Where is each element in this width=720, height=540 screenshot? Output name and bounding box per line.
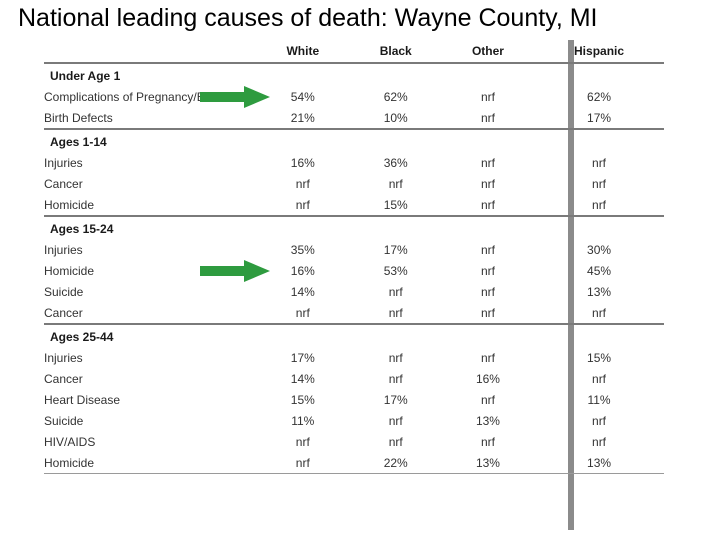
cell-value: 53% <box>350 260 442 281</box>
causes-table: White Black Other Hispanic Under Age 1Co… <box>44 40 664 474</box>
cell-value: 16% <box>442 368 534 389</box>
cell-value: 15% <box>256 389 350 410</box>
cell-value: nrf <box>256 173 350 194</box>
cell-value: 45% <box>534 260 664 281</box>
cell-value: 17% <box>256 347 350 368</box>
cell-value: 13% <box>442 452 534 474</box>
cell-value: nrf <box>534 173 664 194</box>
cell-value: 16% <box>256 260 350 281</box>
page-title: National leading causes of death: Wayne … <box>18 4 598 33</box>
cell-value: 10% <box>350 107 442 129</box>
cell-value: 22% <box>350 452 442 474</box>
cell-value: nrf <box>442 431 534 452</box>
cell-value: nrf <box>350 173 442 194</box>
col-header-cause <box>44 40 256 63</box>
cell-value: nrf <box>534 302 664 324</box>
cause-label: Suicide <box>44 410 256 431</box>
cell-value: 14% <box>256 281 350 302</box>
cell-value: 15% <box>534 347 664 368</box>
cell-value: 21% <box>256 107 350 129</box>
cell-value: 11% <box>256 410 350 431</box>
cell-value: 16% <box>256 152 350 173</box>
cell-value: 54% <box>256 86 350 107</box>
cell-value: nrf <box>442 239 534 260</box>
cell-value: nrf <box>442 281 534 302</box>
cell-value: 62% <box>534 86 664 107</box>
cell-value: 17% <box>350 389 442 410</box>
age-group-header: Under Age 1 <box>44 63 664 86</box>
highlight-arrow-icon <box>200 260 270 282</box>
cell-value: 13% <box>442 410 534 431</box>
cell-value: nrf <box>442 107 534 129</box>
cell-value: nrf <box>350 347 442 368</box>
cause-label: Birth Defects <box>44 107 256 129</box>
cause-label: Cancer <box>44 368 256 389</box>
cause-label: Injuries <box>44 152 256 173</box>
cause-label: Cancer <box>44 302 256 324</box>
cause-label: HIV/AIDS <box>44 431 256 452</box>
cell-value: nrf <box>442 152 534 173</box>
cell-value: 35% <box>256 239 350 260</box>
causes-table-wrap: White Black Other Hispanic Under Age 1Co… <box>44 40 664 474</box>
cell-value: 13% <box>534 281 664 302</box>
cell-value: 14% <box>256 368 350 389</box>
cell-value: nrf <box>350 431 442 452</box>
cell-value: nrf <box>534 368 664 389</box>
cell-value: nrf <box>534 431 664 452</box>
cell-value: nrf <box>442 173 534 194</box>
cause-label: Heart Disease <box>44 389 256 410</box>
cell-value: nrf <box>534 152 664 173</box>
cell-value: nrf <box>442 389 534 410</box>
col-header-white: White <box>256 40 350 63</box>
cell-value: nrf <box>442 347 534 368</box>
cell-value: nrf <box>256 302 350 324</box>
cell-value: nrf <box>442 86 534 107</box>
col-header-other: Other <box>442 40 534 63</box>
cell-value: nrf <box>256 194 350 216</box>
cell-value: nrf <box>442 302 534 324</box>
cause-label: Homicide <box>44 194 256 216</box>
cell-value: 15% <box>350 194 442 216</box>
cell-value: nrf <box>442 194 534 216</box>
cell-value: nrf <box>534 410 664 431</box>
age-group-header: Ages 1-14 <box>44 129 664 152</box>
cell-value: 62% <box>350 86 442 107</box>
cell-value: 30% <box>534 239 664 260</box>
cell-value: nrf <box>442 260 534 281</box>
cause-label: Suicide <box>44 281 256 302</box>
cell-value: nrf <box>350 302 442 324</box>
cause-label: Homicide <box>44 452 256 474</box>
age-group-header: Ages 15-24 <box>44 216 664 239</box>
cell-value: 11% <box>534 389 664 410</box>
cell-value: nrf <box>350 368 442 389</box>
cause-label: Cancer <box>44 173 256 194</box>
cell-value: 17% <box>534 107 664 129</box>
cell-value: 17% <box>350 239 442 260</box>
cell-value: nrf <box>534 194 664 216</box>
cell-value: 36% <box>350 152 442 173</box>
cell-value: nrf <box>256 452 350 474</box>
cell-value: nrf <box>350 410 442 431</box>
cell-value: 13% <box>534 452 664 474</box>
col-header-hispanic: Hispanic <box>534 40 664 63</box>
cell-value: nrf <box>350 281 442 302</box>
highlight-arrow-icon <box>200 86 270 108</box>
cell-value: nrf <box>256 431 350 452</box>
age-group-header: Ages 25-44 <box>44 324 664 347</box>
cause-label: Injuries <box>44 239 256 260</box>
cause-label: Injuries <box>44 347 256 368</box>
col-header-black: Black <box>350 40 442 63</box>
